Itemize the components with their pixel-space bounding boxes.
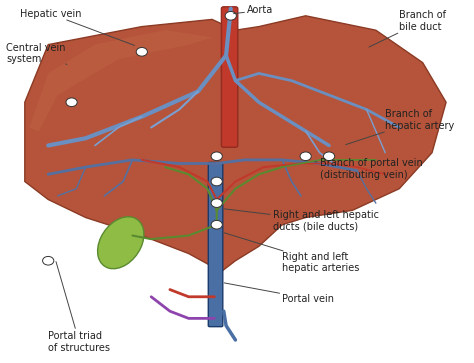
FancyBboxPatch shape <box>208 162 223 327</box>
Circle shape <box>136 48 147 56</box>
Text: Aorta: Aorta <box>234 5 273 15</box>
Circle shape <box>211 220 222 229</box>
Text: Central vein
system: Central vein system <box>6 43 67 64</box>
Polygon shape <box>25 16 446 272</box>
Polygon shape <box>29 30 212 131</box>
Circle shape <box>323 152 335 160</box>
Circle shape <box>211 199 222 207</box>
Text: Branch of portal vein
(distributing vein): Branch of portal vein (distributing vein… <box>315 158 422 180</box>
Circle shape <box>225 12 237 20</box>
Circle shape <box>43 256 54 265</box>
Circle shape <box>300 152 311 160</box>
Text: Branch of
bile duct: Branch of bile duct <box>369 11 446 47</box>
Circle shape <box>211 177 222 186</box>
Text: Hepatic vein: Hepatic vein <box>20 9 135 45</box>
Text: Right and left hepatic
ducts (bile ducts): Right and left hepatic ducts (bile ducts… <box>224 209 379 232</box>
Text: Portal triad
of structures: Portal triad of structures <box>48 262 110 352</box>
Text: Portal vein: Portal vein <box>224 283 334 303</box>
Ellipse shape <box>98 217 144 269</box>
Text: Right and left
hepatic arteries: Right and left hepatic arteries <box>224 233 360 273</box>
Circle shape <box>211 152 222 160</box>
Circle shape <box>66 98 77 107</box>
FancyBboxPatch shape <box>221 7 238 147</box>
Text: Branch of
hepatic artery: Branch of hepatic artery <box>346 110 455 144</box>
